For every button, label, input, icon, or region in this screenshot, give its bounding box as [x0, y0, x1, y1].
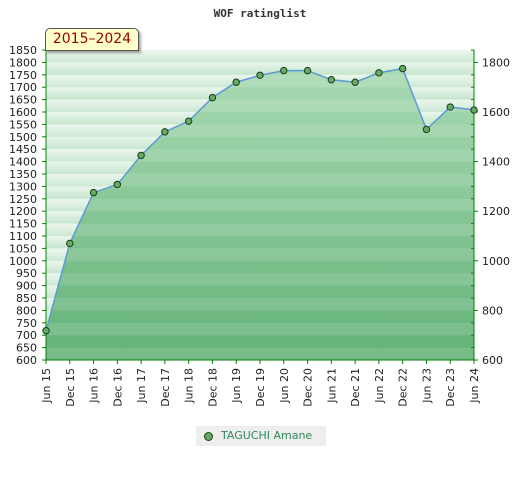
area-stripe	[46, 174, 474, 187]
right-tick-label: 1000	[482, 255, 510, 268]
left-axis-ticks: 6006507007508008509009501000105011001150…	[9, 44, 46, 367]
data-point	[184, 117, 193, 125]
right-axis-ticks: 600 800 1000 1200 1400 1600 1800	[471, 49, 510, 367]
area-stripe	[46, 322, 474, 336]
background-band	[46, 62, 474, 75]
data-point	[89, 188, 98, 197]
area-stripe	[46, 273, 474, 286]
x-tick-label: Jun 21	[325, 368, 338, 404]
data-point	[351, 78, 359, 86]
data-point	[327, 76, 336, 84]
data-point	[42, 327, 50, 335]
x-tick-label: Dec 22	[397, 368, 410, 407]
data-point	[161, 128, 169, 136]
x-tick-label: Dec 16	[111, 368, 124, 407]
x-tick-label: Jun 24	[468, 368, 481, 404]
data-markers	[42, 64, 478, 335]
left-tick-label: 1450	[9, 143, 37, 156]
left-tick-label: 1800	[9, 56, 37, 69]
left-tick-label: 1650	[9, 94, 37, 107]
area-stripe	[46, 248, 474, 261]
legend-series-name: TAGUCHI Amane	[221, 429, 313, 442]
x-tick-label: Jun 22	[373, 368, 386, 404]
left-tick-label: 600	[16, 354, 37, 367]
left-tick-label: 750	[16, 317, 37, 330]
data-point	[398, 64, 407, 73]
legend[interactable]: TAGUCHI Amane	[196, 426, 326, 446]
left-tick-label: 1850	[9, 44, 37, 57]
x-tick-label: Jun 17	[135, 368, 148, 404]
left-tick-label: 1400	[9, 156, 37, 169]
x-tick-label: Dec 20	[302, 368, 315, 407]
background-band	[46, 50, 474, 63]
chart-title: WOF ratinglist	[214, 7, 307, 20]
right-tick-label: 1400	[482, 156, 510, 169]
left-tick-label: 800	[16, 304, 37, 317]
area-stripe	[46, 298, 474, 311]
left-tick-label: 1700	[9, 81, 37, 94]
x-tick-label: Dec 17	[159, 368, 172, 407]
left-tick-label: 700	[16, 329, 37, 342]
data-point	[280, 66, 288, 75]
data-point	[375, 69, 383, 77]
area-stripe	[46, 50, 474, 63]
x-tick-label: Dec 18	[206, 368, 219, 407]
data-point	[303, 66, 312, 75]
left-tick-label: 1300	[9, 180, 37, 193]
series-area	[46, 68, 474, 360]
data-point	[137, 151, 145, 160]
data-point	[208, 93, 217, 102]
x-tick-label: Jun 16	[88, 368, 101, 404]
area-stripe	[46, 99, 474, 112]
area-stripe	[46, 149, 474, 162]
x-tick-label: Jun 20	[278, 368, 291, 404]
x-tick-label: Jun 19	[230, 368, 243, 404]
data-point	[256, 71, 264, 79]
left-tick-label: 850	[16, 292, 37, 305]
x-tick-label: Dec 23	[444, 368, 457, 407]
left-tick-label: 1550	[9, 118, 37, 131]
left-tick-label: 1250	[9, 193, 37, 206]
x-tick-label: Dec 19	[254, 368, 267, 407]
x-tick-label: Jun 23	[420, 368, 433, 404]
x-tick-label: Jun 18	[183, 368, 196, 404]
left-tick-label: 1000	[9, 255, 37, 268]
left-tick-label: 1500	[9, 131, 37, 144]
left-tick-label: 1050	[9, 242, 37, 255]
left-tick-label: 650	[16, 342, 37, 355]
right-tick-label: 1200	[482, 205, 510, 218]
left-tick-label: 1100	[9, 230, 37, 243]
data-point	[66, 239, 74, 248]
left-tick-label: 1750	[9, 69, 37, 82]
right-tick-label: 1800	[482, 56, 510, 69]
data-point	[232, 78, 240, 86]
left-tick-label: 1600	[9, 106, 37, 119]
right-tick-label: 1600	[482, 106, 510, 119]
data-point	[446, 103, 454, 111]
right-tick-label: 800	[482, 304, 503, 317]
left-tick-label: 950	[16, 267, 37, 280]
x-tick-label: Jun 15	[40, 368, 53, 404]
period-label: 2015–2024	[45, 28, 139, 51]
area-stripe	[46, 198, 474, 212]
x-tick-label: Dec 21	[349, 368, 362, 407]
left-tick-label: 1350	[9, 168, 37, 181]
area-stripe	[46, 223, 474, 236]
left-tick-label: 900	[16, 280, 37, 293]
x-axis-ticks: Jun 15 Dec 15 Jun 16 Dec 16 Jun 17 Dec 17 Jun …	[40, 360, 481, 407]
area-stripe	[46, 124, 474, 137]
area-stripe	[46, 347, 474, 360]
left-tick-label: 1200	[9, 205, 37, 218]
data-point	[470, 106, 478, 114]
x-tick-label: Dec 15	[64, 368, 77, 407]
area-layer	[46, 50, 474, 360]
legend-marker-icon	[204, 432, 213, 441]
data-point	[113, 180, 122, 189]
right-tick-label: 600	[482, 354, 503, 367]
data-point	[422, 125, 431, 134]
left-tick-label: 1150	[9, 218, 37, 231]
